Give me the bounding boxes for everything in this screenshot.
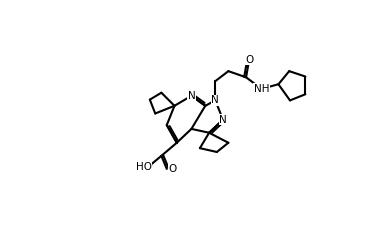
Text: N: N — [187, 91, 195, 101]
Text: N: N — [211, 96, 219, 105]
Text: O: O — [168, 164, 176, 174]
Text: HO: HO — [136, 162, 152, 172]
Text: NH: NH — [254, 84, 269, 94]
Text: O: O — [245, 55, 253, 65]
Text: N: N — [219, 115, 227, 125]
